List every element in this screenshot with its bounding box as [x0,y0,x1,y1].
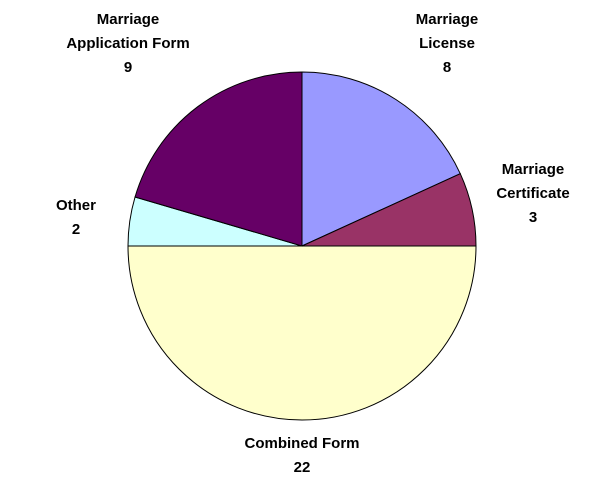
pie-slice [301,71,461,247]
slice-label: Marriage Application Form 9 [58,8,198,80]
slice-label-name: Other [55,197,96,214]
slice-label-value: 8 [442,59,452,76]
pie-slice [134,71,303,247]
slice-label-name: Marriage Application Form [66,11,190,52]
slice-label-value: 3 [528,209,538,226]
pie-slice [127,245,477,421]
slice-label: Marriage License 8 [402,8,492,80]
slice-label: Marriage Certificate 3 [478,158,588,230]
slice-label-value: 2 [71,221,81,238]
slice-label-name: Combined Form [244,435,360,452]
slice-label-value: 9 [123,59,133,76]
slice-label-value: 22 [293,459,311,476]
slice-label-name: Marriage Certificate [496,161,570,202]
slice-label: Other 2 [46,194,106,242]
slice-label-name: Marriage License [415,11,479,52]
slice-label: Combined Form 22 [202,432,402,477]
